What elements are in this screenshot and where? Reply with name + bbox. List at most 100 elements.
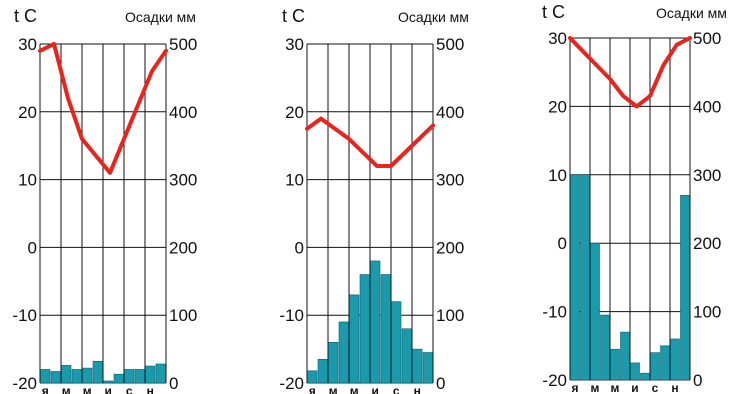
precipitation-bar [103, 380, 114, 384]
precipitation-bar [680, 195, 690, 381]
precipitation-tick-label: 0 [693, 371, 702, 390]
month-label: с [126, 384, 133, 394]
precipitation-tick-label: 0 [169, 374, 178, 393]
precipitation-bar [422, 352, 433, 384]
precipitation-bar [338, 321, 349, 384]
precipitation-tick-label: 100 [693, 303, 721, 322]
month-label: и [105, 384, 112, 394]
temperature-tick-label: 30 [285, 35, 304, 54]
temperature-tick-label: 30 [18, 35, 37, 54]
precipitation-bar [650, 352, 660, 381]
month-label: м [329, 384, 338, 394]
climate-chart-3: t C Осадки мм 30 500 20 400 10 300 0 200 -10 100 -20… [542, 2, 727, 394]
precipitation-bar [600, 314, 610, 381]
temperature-tick-label: 20 [548, 97, 567, 116]
month-label: и [631, 381, 638, 394]
precipitation-tick-label: 500 [436, 35, 464, 54]
precipitation-tick-label: 200 [169, 238, 197, 257]
temperature-tick-label: 20 [18, 103, 37, 122]
month-label: и [372, 384, 379, 394]
temperature-line [305, 116, 435, 168]
temperature-axis-title: t C [282, 6, 305, 26]
month-label: я [42, 384, 49, 394]
temperature-tick-label: -20 [12, 374, 37, 393]
precipitation-tick-label: 300 [693, 166, 721, 185]
temperature-line [568, 36, 692, 109]
precipitation-bar [113, 373, 124, 384]
temperature-tick-label: -20 [279, 374, 304, 393]
precipitation-tick-label: 0 [436, 374, 445, 393]
precipitation-bar [50, 371, 61, 384]
precipitation-tick-label: 300 [436, 171, 464, 190]
month-label: м [83, 384, 92, 394]
month-label: м [350, 384, 359, 394]
month-label: м [62, 384, 71, 394]
temperature-tick-label: -10 [542, 303, 567, 322]
precipitation-bar [317, 358, 328, 384]
temperature-tick-label: 0 [558, 234, 567, 253]
month-label: я [571, 381, 578, 394]
precipitation-tick-label: 200 [436, 238, 464, 257]
temperature-tick-label: 0 [295, 238, 304, 257]
precipitation-bar [145, 365, 156, 384]
temperature-tick-label: 10 [548, 166, 567, 185]
precipitation-tick-label: 400 [693, 97, 721, 116]
precipitation-bar [82, 367, 93, 384]
precipitation-bar [590, 242, 600, 381]
temperature-tick-label: 0 [28, 238, 37, 257]
temperature-tick-label: -20 [542, 371, 567, 390]
precipitation-bar [610, 348, 620, 381]
precipitation-bar [71, 369, 82, 384]
precipitation-bar [328, 342, 339, 384]
temperature-tick-label: -10 [279, 306, 304, 325]
month-label: с [652, 381, 659, 394]
precipitation-bar [670, 338, 680, 381]
precipitation-bar [124, 369, 135, 384]
precipitation-bar [307, 370, 318, 384]
precipitation-bar [40, 369, 51, 384]
month-label: н [671, 381, 678, 394]
precipitation-bar [640, 372, 650, 381]
month-label: н [147, 384, 154, 394]
temperature-tick-label: 10 [18, 171, 37, 190]
precipitation-tick-label: 200 [693, 234, 721, 253]
month-label: н [414, 384, 421, 394]
precipitation-bar [92, 361, 103, 384]
temperature-tick-label: 10 [285, 171, 304, 190]
precipitation-bar [155, 363, 166, 384]
precipitation-tick-label: 300 [169, 171, 197, 190]
temperature-axis-title: t C [14, 6, 37, 26]
temperature-tick-label: 30 [548, 29, 567, 48]
month-label: с [393, 384, 400, 394]
precipitation-bar [401, 328, 412, 384]
climate-chart-2: t C Осадки мм 30 500 20 400 10 300 0 200 -10 100 -20… [279, 6, 469, 394]
month-label: м [591, 381, 600, 394]
precipitation-bar [380, 274, 391, 384]
precipitation-axis-title: Осадки мм [125, 9, 196, 25]
precipitation-bar [349, 294, 360, 384]
temperature-line [38, 42, 168, 175]
precipitation-bar [412, 348, 423, 384]
precipitation-bar [134, 369, 145, 384]
month-label: я [309, 384, 316, 394]
precipitation-bar [359, 274, 370, 384]
precipitation-tick-label: 400 [169, 103, 197, 122]
precipitation-tick-label: 100 [436, 306, 464, 325]
precipitation-bar [370, 260, 381, 384]
precipitation-bar [580, 174, 590, 381]
temperature-axis-title: t C [542, 2, 565, 22]
precipitation-tick-label: 500 [169, 35, 197, 54]
precipitation-tick-label: 500 [693, 29, 721, 48]
precipitation-bar [630, 362, 640, 381]
precipitation-bar [61, 365, 72, 384]
precipitation-bar [620, 331, 630, 381]
climate-chart-1: t C Осадки мм 30 500 20 400 10 300 0 200 -10 100 -20… [12, 6, 197, 394]
precipitation-bar [570, 174, 580, 381]
temperature-tick-label: 20 [285, 103, 304, 122]
month-label: м [611, 381, 620, 394]
precipitation-bar [391, 301, 402, 384]
precipitation-axis-title: Осадки мм [398, 9, 469, 25]
precipitation-bar [660, 345, 670, 381]
precipitation-axis-title: Осадки мм [656, 5, 727, 21]
